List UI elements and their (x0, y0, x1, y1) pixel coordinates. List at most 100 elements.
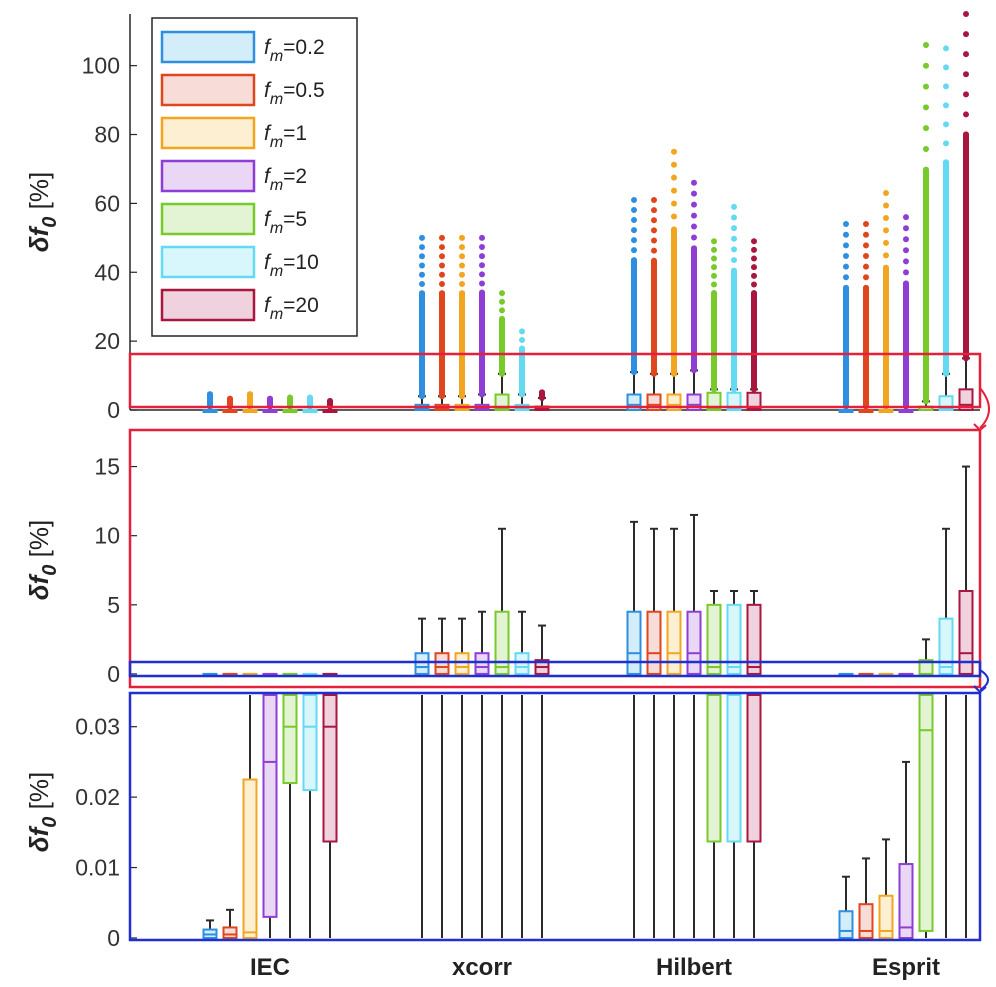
outlier-point (883, 214, 889, 221)
box (322, 694, 338, 843)
outlier-point (479, 243, 485, 250)
outlier-point (419, 271, 425, 278)
outlier-point (863, 231, 869, 238)
outlier-point (479, 253, 485, 260)
outlier-point (883, 190, 889, 197)
svg-text:δf0 [%]: δf0 [%] (24, 520, 61, 600)
outlier-point (327, 397, 333, 404)
box (282, 694, 298, 785)
box (302, 694, 318, 792)
outlier-point (419, 244, 425, 251)
box (494, 610, 510, 675)
outlier-point (631, 206, 637, 213)
y-tick-label: 0 (107, 925, 120, 951)
outlier-point (943, 140, 949, 147)
outlier-point (651, 247, 657, 254)
outlier-point (751, 264, 757, 271)
legend-label: fm=1 (264, 122, 307, 151)
y-tick-label: 0.03 (75, 714, 120, 740)
box (726, 694, 742, 843)
box (242, 778, 258, 939)
box (746, 603, 762, 675)
outlier-point (459, 290, 465, 297)
outlier-point (731, 225, 737, 232)
box (474, 652, 490, 675)
outlier-point (671, 213, 677, 220)
legend-swatch (160, 202, 256, 236)
outlier-point (731, 235, 737, 242)
outlier-point (963, 31, 969, 38)
outlier-point (499, 298, 505, 305)
panel2-ylabel: δf0 [%] (24, 520, 61, 600)
box (858, 903, 874, 939)
outlier-point (459, 281, 465, 288)
outlier-point (691, 212, 697, 219)
category-label: xcorr (452, 954, 512, 981)
y-tick-label: 15 (94, 454, 120, 480)
y-tick-label: 100 (82, 53, 120, 79)
y-tick-label: 60 (94, 190, 120, 216)
outlier-point (843, 274, 849, 281)
outlier-point (671, 226, 677, 233)
outlier-point (903, 225, 909, 232)
y-tick-label: 20 (94, 328, 120, 354)
outlier-point (731, 257, 737, 264)
box (686, 610, 702, 675)
box (746, 694, 762, 843)
outlier-point (923, 125, 929, 132)
outlier-point (863, 274, 869, 281)
svg-text:δf0 [%]: δf0 [%] (24, 772, 61, 852)
outlier-point (883, 227, 889, 234)
outlier-point (207, 391, 213, 398)
box (646, 610, 662, 675)
outlier-point (631, 196, 637, 203)
outlier-point (479, 262, 485, 269)
outlier-point (731, 203, 737, 210)
zoom-panel-2-frame (128, 691, 982, 942)
outlier-point (631, 247, 637, 254)
outlier-point (439, 234, 445, 241)
legend-label: fm=20 (264, 294, 319, 323)
legend-swatch (160, 245, 256, 279)
outlier-point (923, 145, 929, 152)
outlier-point (631, 227, 637, 234)
outlier-point (227, 395, 233, 402)
legend-swatch (160, 116, 256, 150)
outlier-point (731, 267, 737, 274)
y-tick-label: 0.01 (75, 855, 120, 881)
outlier-point (751, 281, 757, 288)
outlier-point (651, 227, 657, 234)
outlier-point (943, 83, 949, 90)
outlier-point (499, 307, 505, 314)
outlier-point (479, 289, 485, 296)
outlier-point (691, 190, 697, 197)
zoom-connector-1 (979, 387, 990, 429)
outlier-point (691, 223, 697, 230)
outlier-point (843, 242, 849, 249)
outlier-point (943, 64, 949, 71)
outlier-point (863, 252, 869, 259)
outlier-point (963, 71, 969, 78)
outlier-point (499, 290, 505, 297)
y-tick-label: 40 (94, 259, 120, 285)
y-tick-label: 0 (107, 397, 120, 423)
outlier-point (711, 281, 717, 288)
outlier-point (963, 91, 969, 98)
outlier-point (711, 255, 717, 262)
outlier-point (691, 179, 697, 186)
outlier-point (419, 262, 425, 269)
zoom-connector-2 (979, 669, 989, 691)
box (666, 610, 682, 675)
outlier-point (651, 207, 657, 214)
panel3-ylabel: δf0 [%] (24, 772, 61, 852)
outlier-point (499, 316, 505, 323)
legend-item: fm=1 (160, 116, 307, 151)
panel1-ylabel: δf0 [%] (24, 172, 61, 252)
outlier-point (459, 244, 465, 251)
zoom-panel-1-frame (128, 428, 982, 689)
outlier-point (631, 217, 637, 224)
svg-text:δf0 [%]: δf0 [%] (24, 172, 61, 252)
outlier-point (883, 239, 889, 246)
legend-swatch (160, 288, 256, 322)
